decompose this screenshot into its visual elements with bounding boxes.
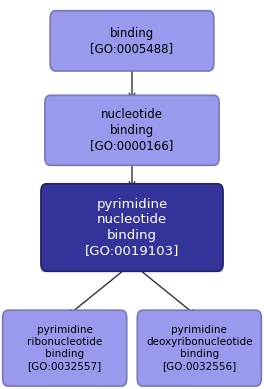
Text: nucleotide
binding
[GO:0000166]: nucleotide binding [GO:0000166]	[90, 108, 174, 152]
Text: pyrimidine
ribonucleotide
binding
[GO:0032557]: pyrimidine ribonucleotide binding [GO:00…	[27, 325, 102, 371]
FancyBboxPatch shape	[50, 11, 214, 71]
FancyBboxPatch shape	[3, 310, 127, 386]
Text: pyrimidine
deoxyribonucleotide
binding
[GO:0032556]: pyrimidine deoxyribonucleotide binding […	[146, 325, 253, 371]
Text: binding
[GO:0005488]: binding [GO:0005488]	[91, 26, 173, 55]
FancyBboxPatch shape	[41, 184, 223, 272]
FancyBboxPatch shape	[45, 95, 219, 165]
FancyBboxPatch shape	[137, 310, 261, 386]
Text: pyrimidine
nucleotide
binding
[GO:0019103]: pyrimidine nucleotide binding [GO:001910…	[85, 198, 179, 257]
